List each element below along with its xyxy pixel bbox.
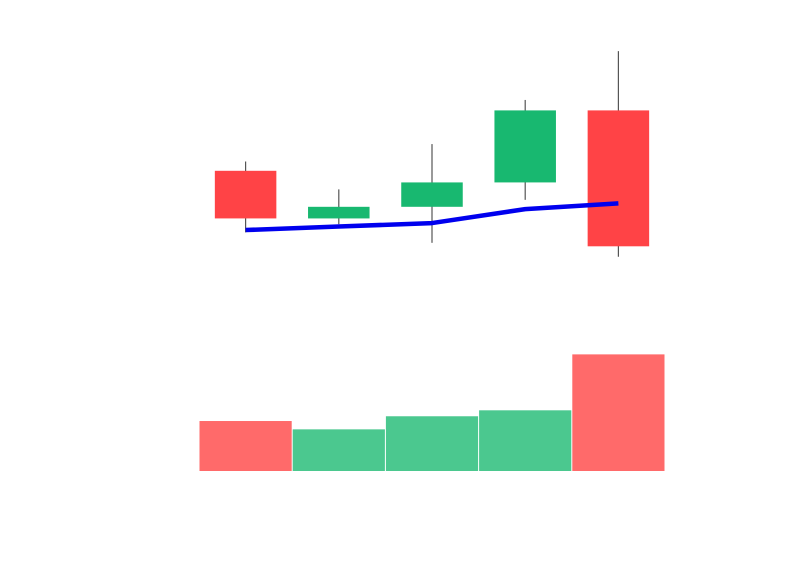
- moving-average-line: [245, 201, 619, 233]
- volume-panel: [199, 354, 665, 471]
- candle-2: [308, 189, 370, 225]
- candle-1: [214, 161, 277, 233]
- candle-body-1: [214, 170, 277, 219]
- candle-3: [401, 144, 463, 243]
- volume-bar-3: [385, 416, 479, 471]
- volume-bar-1: [199, 421, 292, 471]
- candle-body-2: [308, 206, 370, 219]
- volume-bar-2: [292, 429, 385, 471]
- candle-body-3: [401, 182, 463, 207]
- candle-body-5: [587, 110, 650, 247]
- candle-4: [494, 99, 556, 200]
- candle-5: [587, 51, 650, 257]
- volume-bar-4: [479, 410, 572, 471]
- price-panel: [214, 51, 650, 257]
- candle-body-4: [494, 110, 556, 183]
- volume-bar-5: [572, 354, 665, 471]
